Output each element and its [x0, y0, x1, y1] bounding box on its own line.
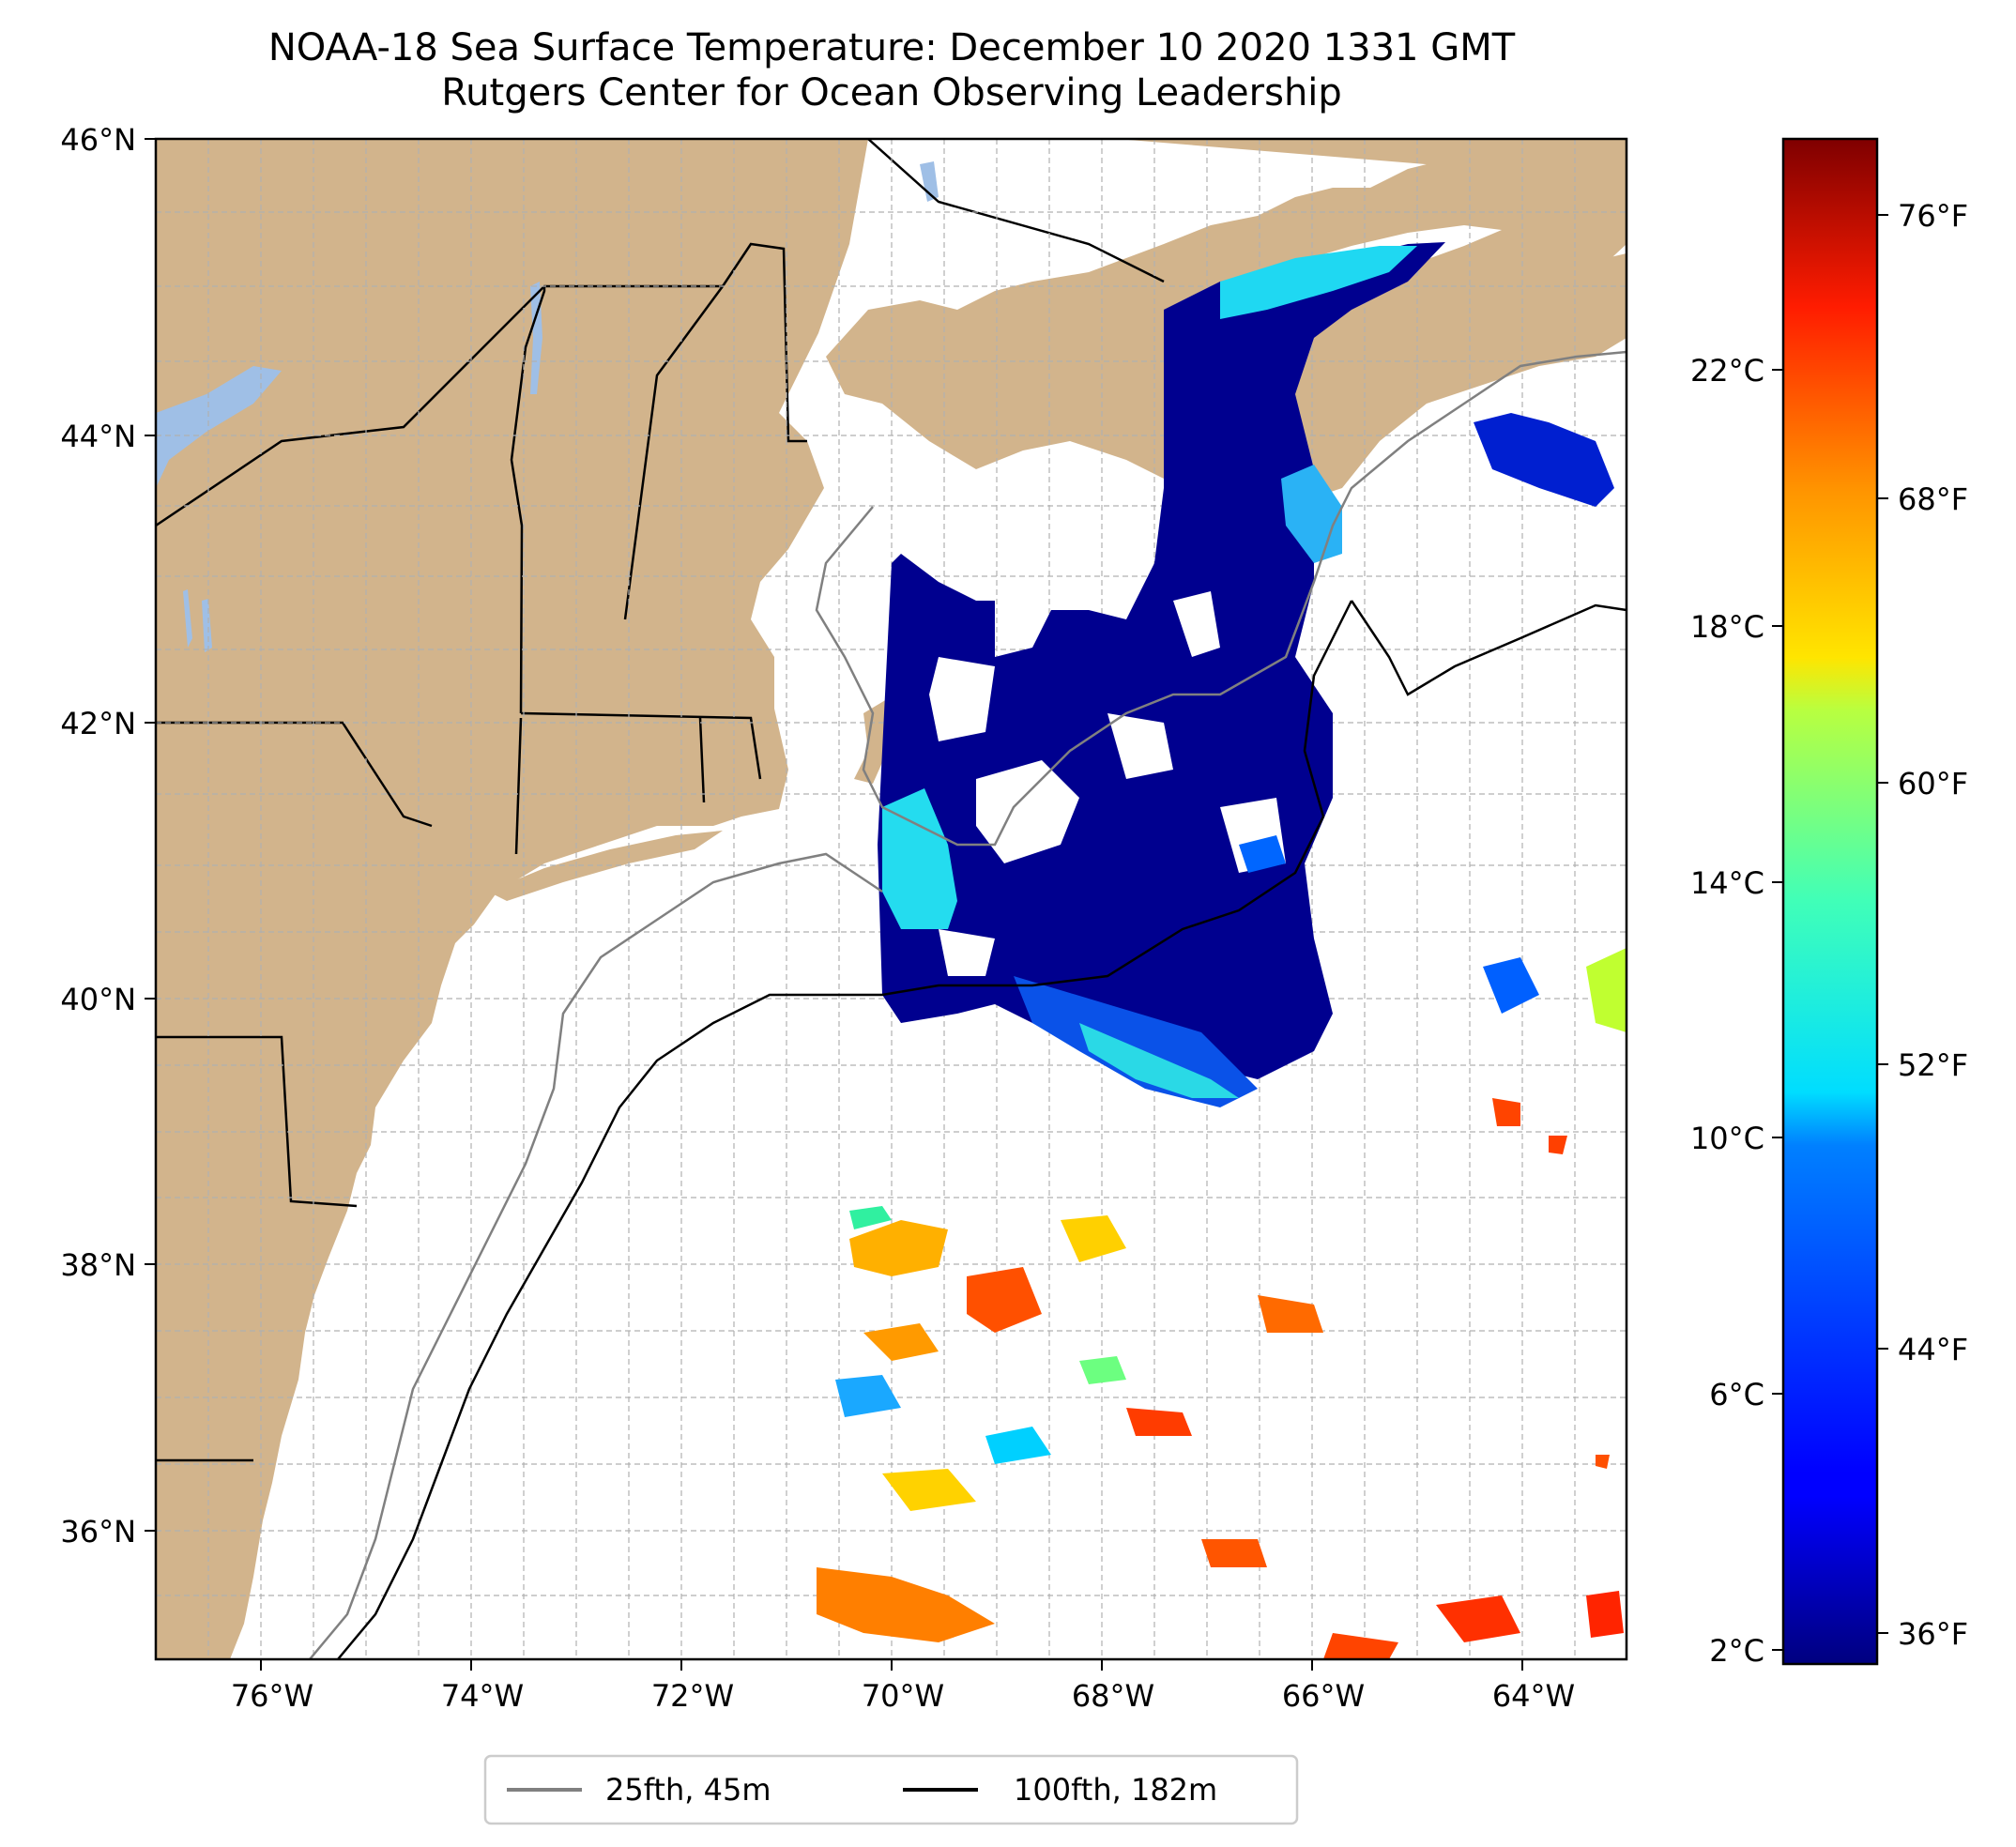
sst-cape-cod-cyan	[882, 788, 957, 929]
legend-box	[483, 1754, 1299, 1825]
celsius-label-14: 14°C	[1690, 865, 1764, 901]
celsius-label-2: 2°C	[1709, 1633, 1764, 1669]
lon-label-64: 64°W	[1492, 1678, 1575, 1714]
lon-tick-labels: 76°W 74°W 72°W 70°W 68°W 66°W 64°W	[231, 1678, 1575, 1714]
lon-label-74: 74°W	[441, 1678, 524, 1714]
lat-label-38: 38°N	[60, 1247, 136, 1283]
celsius-label-18: 18°C	[1690, 609, 1764, 645]
celsius-label-10: 10°C	[1690, 1121, 1764, 1156]
nova-scotia-land	[1295, 253, 1627, 497]
legend-label-100fth: 100fth, 182m	[1014, 1772, 1217, 1808]
lon-label-76: 76°W	[231, 1678, 313, 1714]
fahrenheit-label-76: 76°F	[1898, 198, 1968, 234]
finger-lake-1	[183, 589, 192, 648]
lon-label-70: 70°W	[862, 1678, 944, 1714]
lon-axis	[260, 1659, 1523, 1671]
sst-mid-patches	[835, 835, 1627, 1464]
delmarva-peninsula	[282, 1042, 357, 1295]
legend-label-25fth: 25fth, 45m	[605, 1772, 771, 1808]
lake-ontario	[156, 366, 282, 488]
colorbar-celsius-ticks	[1772, 369, 1783, 1651]
finger-lake-2	[202, 599, 212, 652]
lat-label-46: 46°N	[60, 122, 136, 158]
sst-warm-patches	[817, 1098, 1624, 1659]
celsius-label-22: 22°C	[1690, 353, 1764, 389]
celsius-label-6: 6°C	[1709, 1377, 1764, 1412]
sst-data-layer	[817, 242, 1627, 1659]
sst-gulf-maine-cyan	[1220, 246, 1417, 319]
lat-label-44: 44°N	[60, 419, 136, 454]
map-panel[interactable]	[156, 139, 1627, 1659]
sst-nova-scotia-cyan	[1281, 465, 1342, 563]
lakes-layer	[156, 161, 939, 652]
lake-champlain	[530, 282, 542, 394]
fahrenheit-label-60: 60°F	[1898, 766, 1968, 801]
lat-label-42: 42°N	[60, 706, 136, 741]
lon-label-66: 66°W	[1282, 1678, 1365, 1714]
sst-cold-swath-north	[878, 242, 1445, 1079]
isobath-25fth	[309, 350, 1627, 1659]
fahrenheit-label-44: 44°F	[1898, 1332, 1968, 1367]
north-american-land	[156, 139, 868, 1659]
lon-label-72: 72°W	[651, 1678, 734, 1714]
lat-axis	[145, 138, 156, 1532]
fahrenheit-label-52: 52°F	[1898, 1047, 1968, 1083]
colorbar	[1781, 137, 1879, 1666]
fahrenheit-label-68: 68°F	[1898, 481, 1968, 517]
colorbar-celsius-labels: 2°C 6°C 10°C 14°C 18°C 22°C	[1690, 353, 1764, 1669]
lon-label-68: 68°W	[1072, 1678, 1154, 1714]
colorbar-fahrenheit-labels: 36°F 44°F 52°F 60°F 68°F 76°F	[1898, 198, 1968, 1652]
chart-subtitle: Rutgers Center for Ocean Observing Leade…	[441, 71, 1342, 114]
sst-cold-patches-ns	[1474, 413, 1614, 507]
legend: 25fth, 45m 100fth, 182m	[483, 1754, 1299, 1825]
sst-shelf-band-cyan	[1079, 1023, 1239, 1098]
state-borders	[156, 139, 1165, 1462]
lat-tick-labels: 46°N 44°N 42°N 40°N 38°N 36°N	[60, 122, 136, 1549]
fahrenheit-label-36: 36°F	[1898, 1616, 1968, 1652]
chart-title: NOAA-18 Sea Surface Temperature: Decembe…	[267, 26, 1516, 69]
isobath-100fth	[337, 600, 1627, 1659]
colorbar-fahrenheit-ticks	[1877, 214, 1888, 1634]
long-island	[488, 831, 723, 901]
lat-label-36: 36°N	[60, 1514, 136, 1549]
lat-label-40: 40°N	[60, 982, 136, 1017]
moosehead-lake	[920, 161, 939, 202]
